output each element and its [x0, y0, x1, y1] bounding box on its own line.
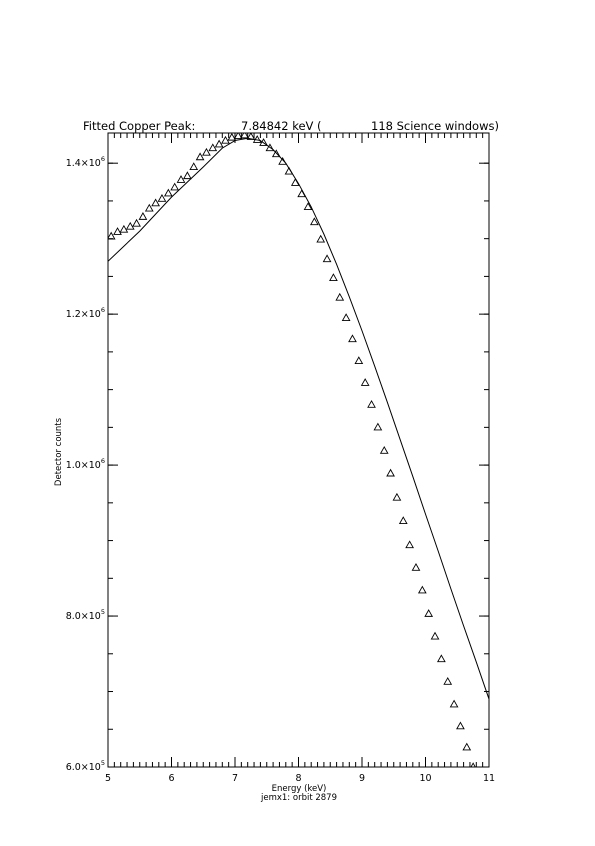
- header-energy: 7.84842 keV (: [241, 119, 322, 133]
- y-tick-label: 1.4×106: [66, 155, 105, 169]
- x-axis-label: Energy (keV): [272, 784, 327, 794]
- data-point: [456, 721, 465, 730]
- data-point: [151, 198, 160, 207]
- data-point: [437, 654, 446, 663]
- data-point: [470, 762, 476, 767]
- data-point: [221, 135, 230, 144]
- data-point: [227, 133, 237, 141]
- data-point: [411, 563, 421, 571]
- x-tick-label: 7: [232, 773, 238, 784]
- header-windows: 118 Science windows): [371, 119, 499, 133]
- data-point: [392, 492, 402, 501]
- chart-subtitle: jemx1: orbit 2879: [260, 793, 337, 803]
- data-point: [354, 356, 364, 364]
- data-point: [214, 139, 224, 148]
- data-point: [246, 133, 256, 140]
- data-point: [144, 203, 154, 212]
- plot-frame: [107, 132, 490, 768]
- data-point: [482, 800, 489, 806]
- data-point: [316, 234, 326, 243]
- data-point: [132, 218, 141, 227]
- data-point: [417, 585, 427, 594]
- data-point: [259, 138, 268, 146]
- data-point: [379, 446, 389, 454]
- data-point: [202, 147, 211, 156]
- x-tick-label: 10: [419, 773, 431, 784]
- data-point: [233, 133, 243, 140]
- data-point: [265, 143, 275, 152]
- data-point: [341, 313, 351, 321]
- x-tick-label: 11: [483, 773, 495, 784]
- data-point: [271, 149, 281, 158]
- data-point: [108, 231, 116, 240]
- x-tick-label: 9: [359, 773, 365, 784]
- data-point: [176, 175, 186, 183]
- y-tick-label: 8.0×105: [66, 608, 105, 622]
- data-point: [443, 676, 453, 685]
- x-tick-label: 5: [105, 773, 111, 784]
- y-tick-label: 1.0×106: [66, 457, 105, 471]
- x-tick-label: 6: [168, 773, 174, 784]
- data-point: [119, 224, 129, 233]
- data-point: [398, 516, 408, 524]
- header-label: Fitted Copper Peak:: [83, 119, 195, 133]
- data-point: [335, 292, 345, 301]
- data-point: [240, 133, 249, 139]
- x-tick-label: 8: [295, 773, 301, 784]
- y-tick-label: 6.0×105: [66, 759, 105, 773]
- data-point: [310, 217, 319, 226]
- x-tick-labels: 5 6 7 8 9 10 11: [105, 773, 495, 784]
- y-tick-labels: 6.0×105 8.0×105 1.0×106 1.2×106 1.4×106: [66, 155, 105, 773]
- data-point: [367, 399, 376, 408]
- data-point: [360, 378, 370, 386]
- data-point: [208, 143, 218, 152]
- data-point: [373, 422, 383, 431]
- data-point: [449, 699, 459, 708]
- data-point: [348, 334, 357, 343]
- data-point: [183, 171, 192, 180]
- data-point: [424, 609, 434, 617]
- chart-marks: [108, 133, 489, 806]
- data-point: [195, 152, 205, 161]
- y-axis-label: Detector counts: [54, 417, 64, 486]
- data-point: [170, 182, 180, 191]
- data-point: [430, 631, 440, 640]
- data-point: [125, 221, 135, 230]
- y-tick-label: 1.2×106: [66, 306, 105, 320]
- data-point: [157, 193, 167, 202]
- data-point: [405, 540, 414, 549]
- data-point: [303, 202, 313, 211]
- data-point: [278, 156, 287, 165]
- data-point: [189, 162, 199, 171]
- axis-ticks: [107, 133, 490, 768]
- data-point: [322, 254, 332, 263]
- fit-curve: [108, 137, 489, 700]
- data-point: [386, 468, 395, 477]
- data-point: [462, 742, 472, 751]
- data-point: [329, 273, 338, 281]
- data-point: [163, 188, 173, 197]
- data-point: [138, 212, 148, 220]
- data-point: [113, 227, 122, 235]
